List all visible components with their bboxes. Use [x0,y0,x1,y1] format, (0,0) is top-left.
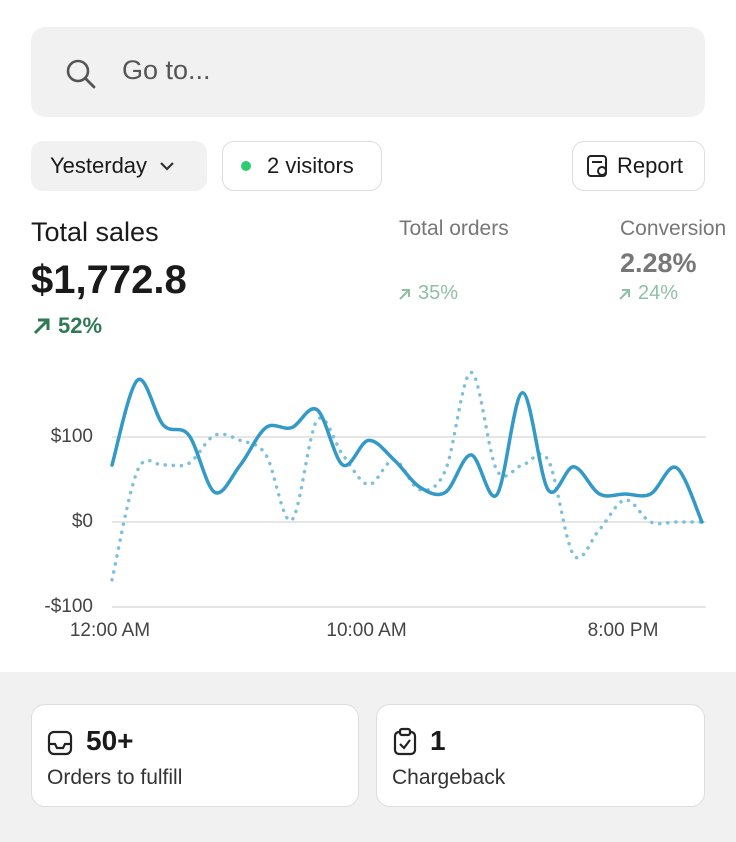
change-text: 52% [58,313,103,338]
sales-chart: -$100 $0 $100 12:00 AM 10:00 AM 8:00 PM [44,370,706,641]
y-tick-label: -$100 [44,596,93,617]
metric-value: 2.28% [620,248,697,278]
x-tick-label: 8:00 PM [588,620,659,641]
up-arrow [399,288,410,300]
metric-change: 24% [618,282,678,305]
card-value: 1 [430,725,446,756]
visitors-label: 2 visitors [267,153,354,178]
metric-label: Total sales [31,217,159,247]
clipboard-icon [393,727,417,756]
card-label: Chargeback [392,766,506,789]
card[interactable]: 50+ Orders to fulfill [31,704,359,807]
visitors-button[interactable]: 2 visitors [222,141,382,191]
up-arrow [33,318,50,335]
report-label: Report [617,153,684,178]
metric-change: 35% [398,282,458,305]
metric-label: Total orders [399,217,509,240]
sales-line [110,377,704,524]
x-tick-label: 12:00 AM [70,620,150,641]
chevron-icon [160,162,174,171]
change-text: 35% [418,282,459,304]
live-dot [241,161,251,171]
card-value: 50+ [86,725,134,756]
period-button[interactable]: Yesterday [31,141,207,191]
metric-change: 52% [32,313,102,339]
search-placeholder: Go to... [122,55,211,85]
search-icon [66,59,96,89]
x-tick-label: 10:00 AM [326,620,406,641]
metric-label: Conversion [620,217,727,240]
card[interactable]: 1 Chargeback [376,704,705,807]
y-tick-label: $100 [51,426,93,447]
report-icon [587,155,607,177]
metric-value: $1,772.8 [31,258,187,302]
period-label: Yesterday [50,153,148,178]
change-text: 24% [638,282,679,304]
report-button[interactable]: Report [572,141,705,191]
y-tick-label: $0 [72,511,93,532]
up-arrow [619,288,630,300]
card-label: Orders to fulfill [47,766,183,789]
inbox-icon [47,730,73,756]
search-bar[interactable] [31,27,705,117]
